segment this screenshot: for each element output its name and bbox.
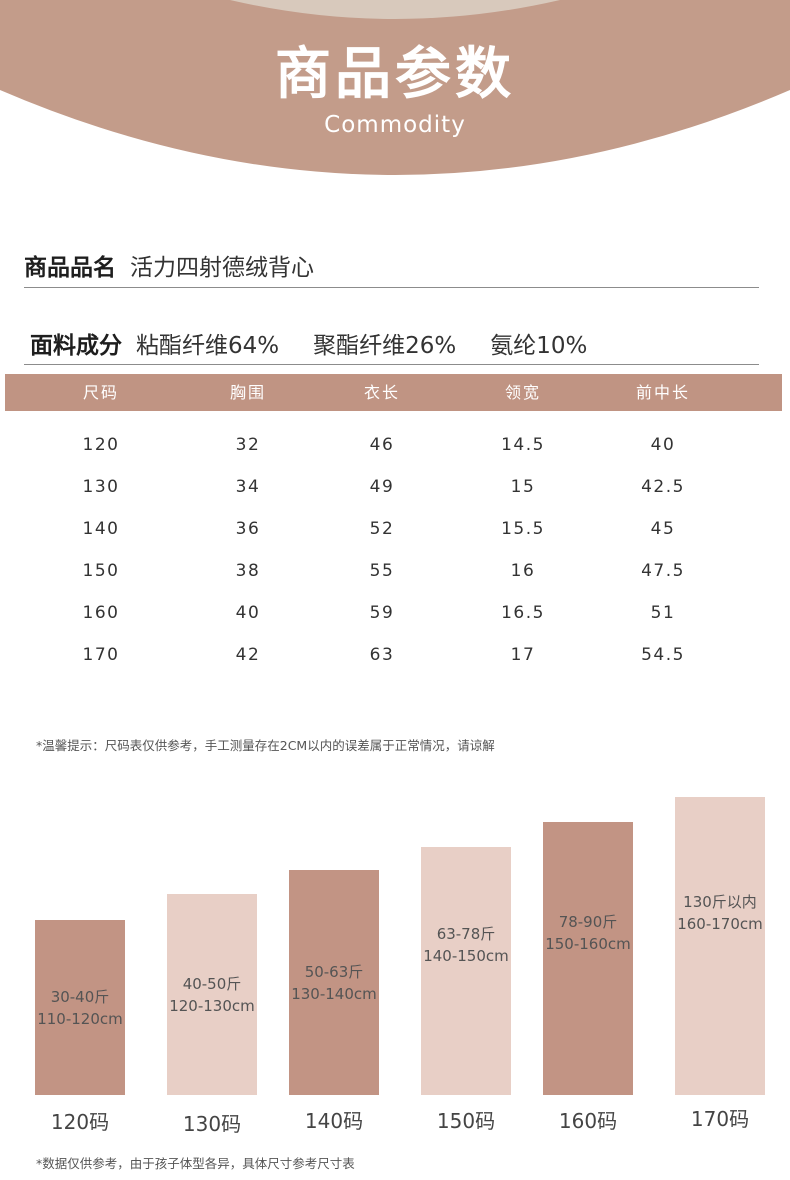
bar-weight: 30-40斤 <box>50 987 110 1006</box>
table-cell: 55 <box>369 561 395 581</box>
table-cell: 120 <box>82 435 120 455</box>
bar-weight: 78-90斤 <box>558 912 618 931</box>
product-name-value: 活力四射德绒背心 <box>130 255 314 281</box>
table-cell: 34 <box>235 477 261 497</box>
table-body: 120 32 46 14.5 40 130 34 49 15 42.5 140 … <box>5 411 782 676</box>
table-cell: 42.5 <box>641 477 685 497</box>
bar-size-label: 120码 <box>50 1110 110 1134</box>
bar-height: 120-130cm <box>169 996 255 1015</box>
size-bar-170: 130斤以内 160-170cm <box>675 797 765 1095</box>
size-bar-160: 78-90斤 150-160cm <box>543 822 633 1095</box>
product-name-row: 商品品名 活力四射德绒背心 <box>24 248 314 282</box>
table-cell: 59 <box>369 603 395 623</box>
column-header-front-length: 前中长 <box>635 383 690 402</box>
bar-height: 110-120cm <box>37 1009 123 1028</box>
divider <box>24 287 759 288</box>
table-cell: 15 <box>510 477 536 497</box>
bar-size-label: 140码 <box>304 1109 364 1133</box>
chart-tip: *数据仅供参考，由于孩子体型各异，具体尺寸参考尺寸表 <box>36 1156 355 1171</box>
divider <box>24 364 759 365</box>
bar-height: 130-140cm <box>291 984 377 1003</box>
bar-size-label: 150码 <box>436 1109 496 1133</box>
table-row: 140 36 52 15.5 45 <box>5 508 782 550</box>
table-cell: 47.5 <box>641 561 685 581</box>
bar-height: 140-150cm <box>423 947 509 965</box>
table-cell: 49 <box>369 477 395 497</box>
size-bar-120: 30-40斤 110-120cm <box>35 920 125 1095</box>
table-tip: *温馨提示：尺码表仅供参考，手工测量存在2CM以内的误差属于正常情况，请谅解 <box>36 738 495 753</box>
table-cell: 150 <box>82 561 120 581</box>
table-row: 120 32 46 14.5 40 <box>5 424 782 466</box>
table-cell: 140 <box>82 519 120 539</box>
bar-size-label: 170码 <box>690 1107 750 1131</box>
table-cell: 170 <box>82 645 120 665</box>
fabric-value-2: 聚酯纤维26% <box>313 333 457 359</box>
table-cell: 40 <box>235 603 261 623</box>
fabric-value-1: 粘酯纤维64% <box>136 333 280 359</box>
table-row: 160 40 59 16.5 51 <box>5 592 782 634</box>
bar-height: 160-170cm <box>677 915 763 933</box>
fabric-value-3: 氨纶10% <box>490 333 588 359</box>
fabric-row: 面料成分 粘酯纤维64% 聚酯纤维26% 氨纶10% <box>30 326 587 360</box>
table-row: 170 42 63 17 54.5 <box>5 634 782 676</box>
table-cell: 42 <box>235 645 261 665</box>
size-table: 尺码 胸围 衣长 领宽 前中长 120 32 46 14.5 40 130 34… <box>5 374 782 676</box>
fabric-label: 面料成分 <box>30 333 122 359</box>
table-cell: 51 <box>650 603 676 623</box>
table-cell: 52 <box>369 519 395 539</box>
product-name-label: 商品品名 <box>24 255 116 281</box>
bar-weight: 40-50斤 <box>182 974 242 993</box>
header-banner <box>0 0 790 175</box>
size-bar-150: 63-78斤 140-150cm <box>421 847 511 1095</box>
table-cell: 36 <box>235 519 261 539</box>
bar-height: 150-160cm <box>545 934 631 953</box>
table-cell: 63 <box>369 645 395 665</box>
table-cell: 14.5 <box>501 435 545 455</box>
table-cell: 46 <box>369 435 395 455</box>
table-cell: 160 <box>82 603 120 623</box>
table-cell: 130 <box>82 477 120 497</box>
table-row: 130 34 49 15 42.5 <box>5 466 782 508</box>
table-cell: 15.5 <box>501 519 545 539</box>
table-cell: 16.5 <box>501 603 545 623</box>
table-cell: 17 <box>510 645 536 665</box>
table-cell: 40 <box>650 435 676 455</box>
column-header-chest: 胸围 <box>229 383 266 402</box>
table-cell: 38 <box>235 561 261 581</box>
bar-weight: 63-78斤 <box>436 925 496 943</box>
bar-weight: 50-63斤 <box>304 962 364 981</box>
size-bar-140: 50-63斤 130-140cm <box>289 870 379 1095</box>
column-header-collar: 领宽 <box>504 383 541 402</box>
table-header: 尺码 胸围 衣长 领宽 前中长 <box>5 374 782 411</box>
page-subtitle: Commodity <box>324 112 466 138</box>
table-cell: 32 <box>235 435 261 455</box>
table-cell: 54.5 <box>641 645 685 665</box>
bar-size-label: 160码 <box>558 1109 618 1133</box>
page-title: 商品参数 <box>275 42 515 107</box>
column-header-length: 衣长 <box>363 383 400 402</box>
bar-weight: 130斤以内 <box>683 893 757 911</box>
column-header-size: 尺码 <box>82 383 119 402</box>
table-cell: 16 <box>510 561 536 581</box>
table-row: 150 38 55 16 47.5 <box>5 550 782 592</box>
size-bar-130: 40-50斤 120-130cm <box>167 894 257 1095</box>
bar-size-label: 130码 <box>182 1112 242 1136</box>
table-cell: 45 <box>650 519 676 539</box>
